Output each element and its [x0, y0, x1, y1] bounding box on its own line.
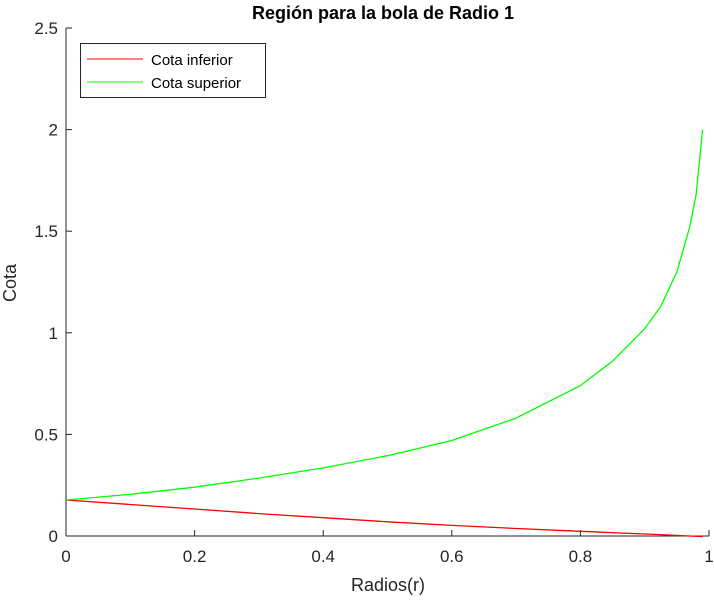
y-axis: 0 0.5 1 1.5 2 2.5	[34, 19, 72, 546]
series-line-cota-inferior	[65, 499, 703, 538]
legend: Cota inferior Cota superior	[80, 43, 266, 98]
y-tick-label: 2	[49, 121, 58, 140]
y-tick-label: 0	[49, 527, 58, 546]
x-tick-label: 0	[61, 547, 70, 566]
x-tick-label: 1	[704, 547, 713, 566]
legend-label-cota-inferior: Cota inferior	[151, 52, 233, 69]
x-axis: 0 0.2 0.4 0.6 0.8 1	[61, 530, 714, 566]
y-tick-label: 0.5	[34, 425, 58, 444]
y-axis-label: Cota	[0, 263, 20, 302]
x-tick-label: 0.8	[569, 547, 593, 566]
legend-label-cota-superior: Cota superior	[151, 75, 241, 92]
y-tick-label: 1.5	[34, 222, 58, 241]
y-tick-label: 1	[49, 324, 58, 343]
x-tick-label: 0.6	[440, 547, 464, 566]
series-line-cota-superior	[65, 129, 704, 501]
x-axis-label: Radios(r)	[351, 575, 425, 595]
y-tick-label: 2.5	[34, 19, 58, 38]
plot-lines	[65, 129, 704, 538]
x-tick-label: 0.2	[183, 547, 207, 566]
x-tick-label: 0.4	[311, 547, 335, 566]
chart-title: Región para la bola de Radio 1	[252, 3, 514, 23]
